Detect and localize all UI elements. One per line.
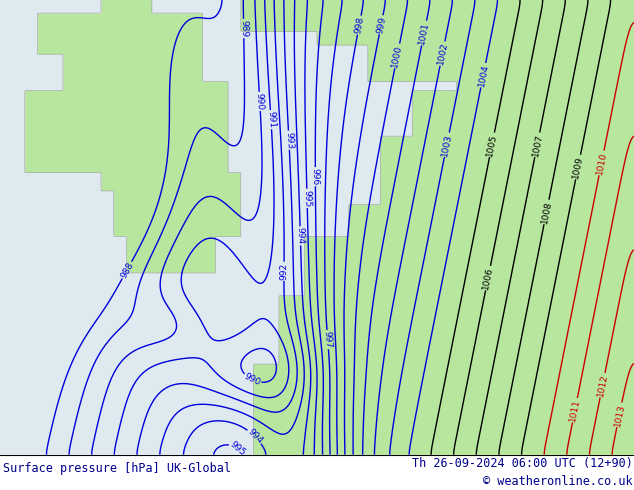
Text: 991: 991: [266, 111, 276, 128]
Text: 1001: 1001: [417, 21, 430, 45]
Text: 998: 998: [353, 16, 365, 34]
Text: 995: 995: [302, 190, 312, 207]
Text: 1008: 1008: [540, 200, 553, 224]
Text: 1005: 1005: [486, 133, 499, 157]
Text: 1006: 1006: [481, 266, 495, 290]
Text: 1012: 1012: [596, 373, 609, 397]
Text: 1007: 1007: [531, 133, 544, 157]
Text: © weatheronline.co.uk: © weatheronline.co.uk: [483, 475, 633, 488]
Text: 1011: 1011: [568, 398, 581, 422]
Text: 990: 990: [255, 93, 265, 110]
Text: 994: 994: [245, 427, 264, 446]
Text: 1004: 1004: [477, 63, 490, 87]
Text: 1000: 1000: [391, 44, 404, 68]
Text: 993: 993: [284, 131, 294, 149]
Text: 997: 997: [323, 331, 333, 348]
Text: Surface pressure [hPa] UK-Global: Surface pressure [hPa] UK-Global: [3, 463, 231, 475]
Text: 996: 996: [311, 168, 320, 185]
Text: 1013: 1013: [612, 403, 626, 427]
Text: 1003: 1003: [440, 133, 453, 157]
Text: 990: 990: [243, 371, 262, 387]
Text: Th 26-09-2024 06:00 UTC (12+90): Th 26-09-2024 06:00 UTC (12+90): [412, 457, 633, 470]
Text: 1010: 1010: [595, 151, 608, 175]
Text: 999: 999: [375, 15, 387, 34]
Text: 988: 988: [119, 260, 135, 280]
Text: 994: 994: [295, 227, 305, 245]
Text: 992: 992: [280, 263, 288, 280]
Text: 1002: 1002: [436, 42, 449, 66]
Text: 1009: 1009: [571, 155, 585, 179]
Text: 995: 995: [228, 440, 247, 458]
Text: 989: 989: [239, 20, 249, 37]
